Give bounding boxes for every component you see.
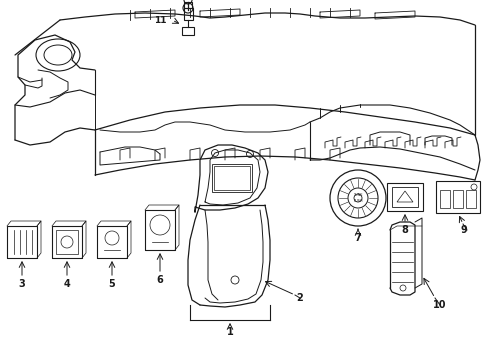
Bar [387,183,423,211]
Text: 7: 7 [355,233,361,243]
Bar [466,190,476,208]
Text: 3: 3 [19,279,25,289]
Text: 8: 8 [402,225,409,235]
Text: 1: 1 [227,327,233,337]
Text: 5: 5 [109,279,115,289]
Bar [440,190,450,208]
Bar [392,187,418,207]
Bar [212,164,252,192]
Text: 2: 2 [296,293,303,303]
Text: TUNE: TUNE [353,193,363,197]
Bar [184,2,192,8]
Text: 10: 10 [433,300,447,310]
Text: 11: 11 [154,15,167,24]
Text: 4: 4 [64,279,71,289]
Text: PUSH: PUSH [353,199,363,203]
Bar [436,181,480,213]
Bar [56,230,78,254]
Bar [184,8,193,20]
Text: 6: 6 [157,275,163,285]
Bar [214,166,250,190]
Text: 9: 9 [460,225,467,235]
Bar [182,27,194,35]
Bar [453,190,463,208]
